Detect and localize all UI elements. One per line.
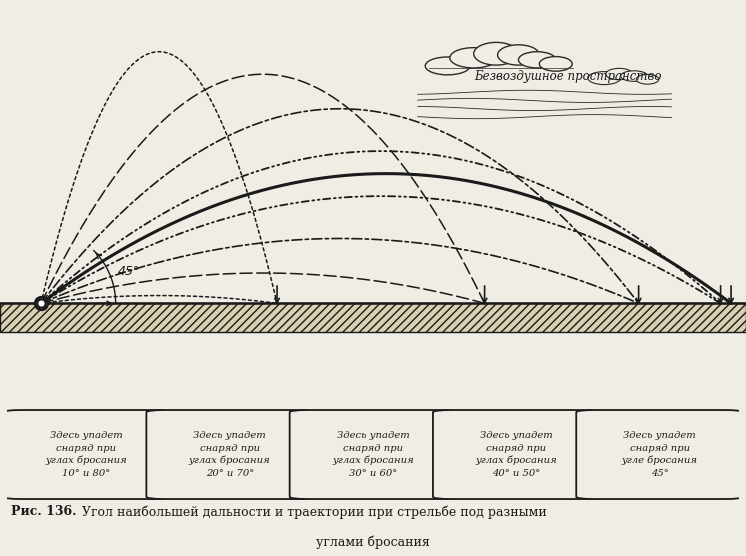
Text: Угол наибольшей дальности и траектории при стрельбе под разными: Угол наибольшей дальности и траектории п… (78, 505, 547, 519)
Ellipse shape (539, 57, 572, 71)
FancyBboxPatch shape (576, 410, 743, 499)
FancyBboxPatch shape (146, 410, 313, 499)
FancyBboxPatch shape (433, 410, 600, 499)
Text: углами бросания: углами бросания (316, 536, 430, 549)
Ellipse shape (425, 57, 470, 75)
Text: Рис. 136.: Рис. 136. (11, 505, 77, 518)
Text: Здесь упадет
снаряд при
углах бросания
30° и 60°: Здесь упадет снаряд при углах бросания 3… (332, 431, 414, 478)
Bar (0, 304, 746, 332)
FancyBboxPatch shape (289, 410, 457, 499)
Ellipse shape (621, 71, 648, 81)
Ellipse shape (450, 48, 498, 68)
FancyBboxPatch shape (3, 410, 170, 499)
Text: 45°: 45° (118, 265, 140, 279)
Text: Здесь упадет
снаряд при
углах бросания
10° и 80°: Здесь упадет снаряд при углах бросания 1… (46, 431, 128, 478)
Ellipse shape (474, 42, 518, 65)
Text: Здесь упадет
снаряд при
угле бросания
45°: Здесь упадет снаряд при угле бросания 45… (621, 431, 698, 478)
Ellipse shape (636, 75, 659, 84)
Ellipse shape (518, 52, 556, 68)
Text: Здесь упадет
снаряд при
углах бросания
40° и 50°: Здесь упадет снаряд при углах бросания 4… (475, 431, 557, 478)
Text: Безвоздушное пространство: Безвоздушное пространство (474, 70, 661, 83)
Ellipse shape (588, 72, 621, 85)
Text: Здесь упадет
снаряд при
углах бросания
20° и 70°: Здесь упадет снаряд при углах бросания 2… (189, 431, 271, 478)
Ellipse shape (606, 68, 633, 80)
Ellipse shape (498, 45, 539, 65)
